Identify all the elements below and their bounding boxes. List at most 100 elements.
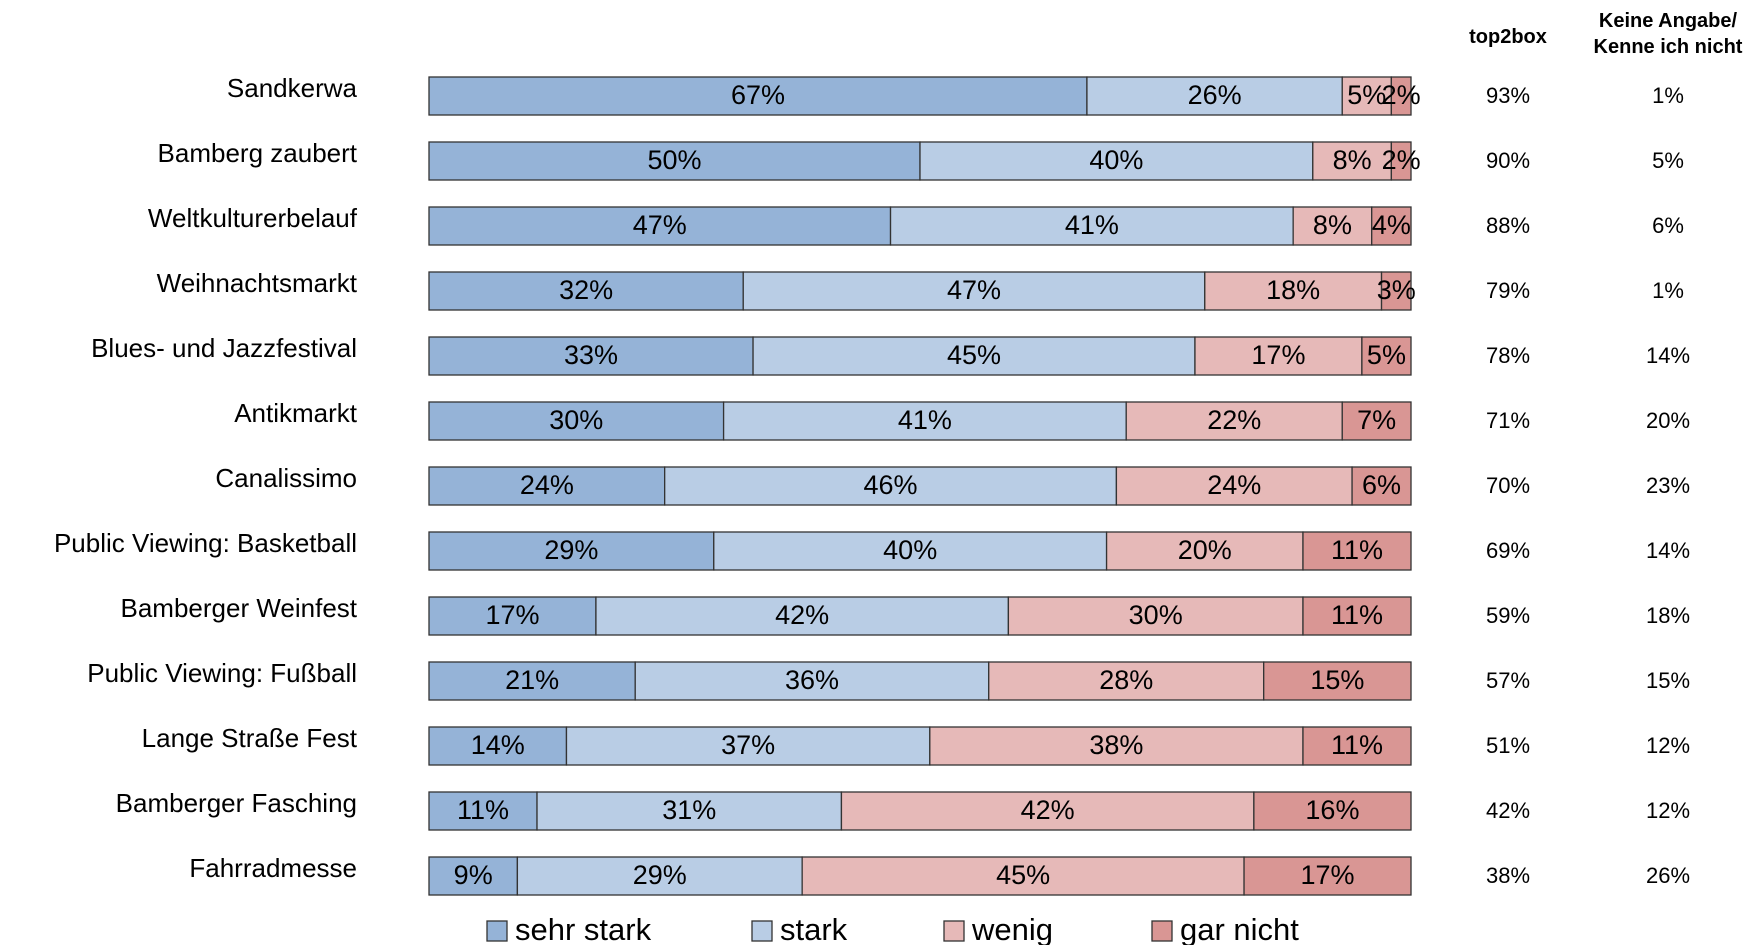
bar-segment <box>428 661 636 701</box>
value-label: 11% <box>457 795 509 825</box>
bar-segment <box>1263 661 1412 701</box>
category-label: Bamberger Weinfest <box>120 593 357 623</box>
bar-segment <box>1194 336 1363 376</box>
bar-segment <box>1351 466 1412 506</box>
legend-swatch <box>1151 920 1173 942</box>
column-value: 78% <box>1486 343 1530 368</box>
value-label: 24% <box>1207 470 1261 500</box>
bar-segment <box>1390 76 1412 116</box>
legend-label: wenig <box>971 912 1053 945</box>
value-label: 45% <box>947 340 1001 370</box>
bar-segment <box>889 206 1294 246</box>
column-value: 1% <box>1652 278 1684 303</box>
bar-segment <box>1302 726 1412 766</box>
bar-segment <box>1390 141 1412 181</box>
value-label: 32% <box>559 275 613 305</box>
column-value: 12% <box>1646 798 1690 823</box>
value-label: 50% <box>647 145 701 175</box>
legend-swatch <box>943 920 965 942</box>
value-label: 24% <box>520 470 574 500</box>
value-label: 11% <box>1331 535 1383 565</box>
bar-segment <box>1105 531 1304 571</box>
column-header-box: top2box <box>1469 26 1547 48</box>
legend-label: stark <box>780 912 848 945</box>
value-label: 40% <box>883 535 937 565</box>
column-value: 59% <box>1486 603 1530 628</box>
bar-segment <box>1302 596 1412 636</box>
legend-swatch <box>486 920 508 942</box>
column-value: 20% <box>1646 408 1690 433</box>
value-label: 17% <box>1301 860 1355 890</box>
column-value: 42% <box>1486 798 1530 823</box>
value-label: 45% <box>996 860 1050 890</box>
value-label: 18% <box>1266 275 1320 305</box>
bar-segment <box>1380 271 1412 311</box>
column-value: 93% <box>1486 83 1530 108</box>
column-value: 90% <box>1486 148 1530 173</box>
value-label: 33% <box>564 340 618 370</box>
category-label: Blues- und Jazzfestival <box>91 333 357 363</box>
value-label: 15% <box>1310 665 1364 695</box>
value-label: 5% <box>1347 80 1386 110</box>
value-label: 42% <box>1021 795 1075 825</box>
bar-segment <box>428 206 892 246</box>
category-label: Canalissimo <box>215 463 357 493</box>
legend-swatch <box>751 920 773 942</box>
legend-label: sehr stark <box>515 912 652 945</box>
bar-segment <box>428 531 715 571</box>
column-value: 38% <box>1486 863 1530 888</box>
value-label: 26% <box>1188 80 1242 110</box>
value-label: 14% <box>471 730 525 760</box>
value-label: 46% <box>864 470 918 500</box>
value-label: 29% <box>633 860 687 890</box>
value-label: 47% <box>633 210 687 240</box>
bar-segment <box>988 661 1265 701</box>
bar-segment <box>929 726 1304 766</box>
value-label: 21% <box>505 665 559 695</box>
category-label: Antikmarkt <box>234 398 358 428</box>
column-value: 23% <box>1646 473 1690 498</box>
value-label: 42% <box>775 600 829 630</box>
bar-segment <box>1341 401 1412 441</box>
bar-segment <box>428 596 597 636</box>
value-label: 3% <box>1377 275 1416 305</box>
value-label: 30% <box>549 405 603 435</box>
bar-segment <box>595 596 1010 636</box>
column-value: 15% <box>1646 668 1690 693</box>
bar-segment <box>742 271 1206 311</box>
category-label: Lange Straße Fest <box>142 723 358 753</box>
value-label: 67% <box>731 80 785 110</box>
bar-segment <box>1086 76 1343 116</box>
column-value: 5% <box>1652 148 1684 173</box>
bar-segment <box>428 856 519 896</box>
value-label: 11% <box>1331 730 1383 760</box>
bar-segment <box>1312 141 1393 181</box>
category-label: Public Viewing: Fußball <box>87 658 357 688</box>
value-label: 6% <box>1362 470 1401 500</box>
value-label: 31% <box>662 795 716 825</box>
bar-segment <box>664 466 1118 506</box>
column-value: 51% <box>1486 733 1530 758</box>
column-value: 71% <box>1486 408 1530 433</box>
value-label: 2% <box>1382 145 1421 175</box>
value-label: 8% <box>1313 210 1352 240</box>
value-label: 8% <box>1333 145 1372 175</box>
column-value: 18% <box>1646 603 1690 628</box>
value-label: 22% <box>1207 405 1261 435</box>
category-label: Fahrradmesse <box>189 853 357 883</box>
bar-segment <box>1371 206 1412 246</box>
value-label: 41% <box>1065 210 1119 240</box>
bar-segment <box>428 791 538 831</box>
column-value: 79% <box>1486 278 1530 303</box>
value-label: 11% <box>1331 600 1383 630</box>
bar-segment <box>919 141 1314 181</box>
value-label: 17% <box>1251 340 1305 370</box>
column-value: 1% <box>1652 83 1684 108</box>
bar-segment <box>1243 856 1412 896</box>
bar-segment <box>1341 76 1393 116</box>
category-label: Sandkerwa <box>227 73 358 103</box>
bar-segment <box>634 661 990 701</box>
column-value: 57% <box>1486 668 1530 693</box>
value-label: 4% <box>1372 210 1411 240</box>
